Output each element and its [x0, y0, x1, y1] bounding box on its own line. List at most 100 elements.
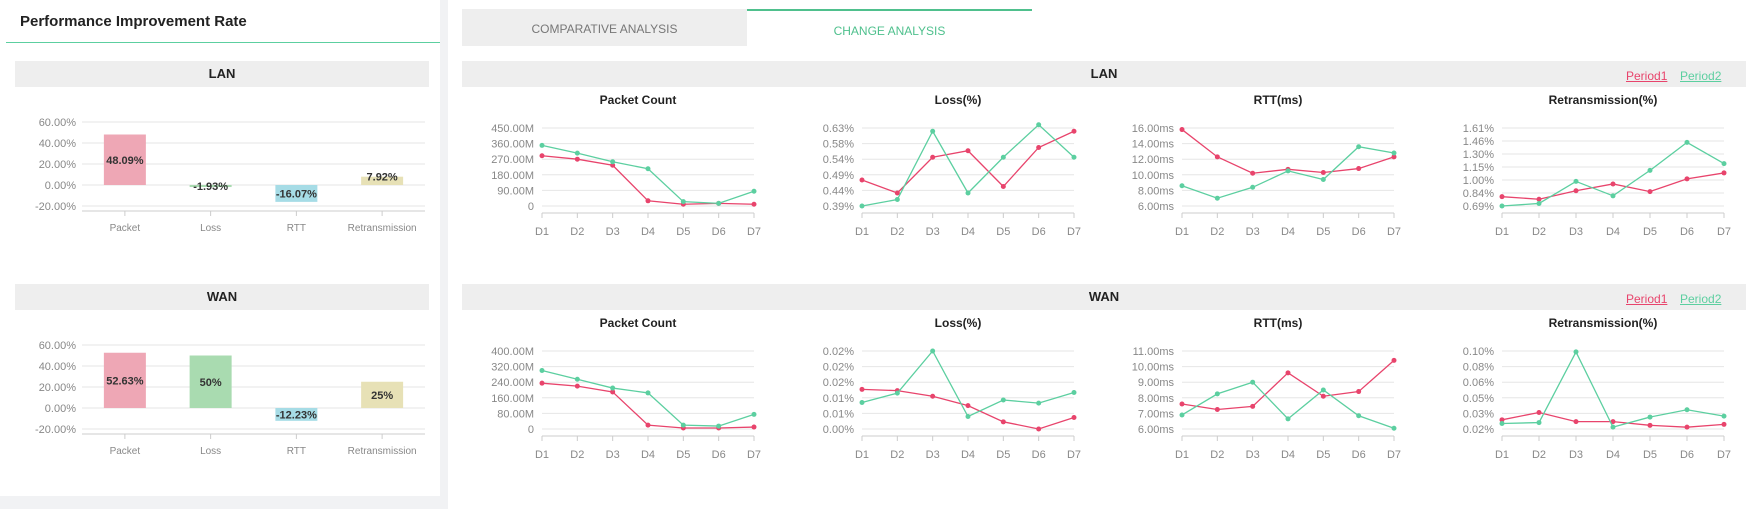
y-tick-label: 1.61% [1463, 123, 1494, 135]
chart-title: Retransmission(%) [1549, 316, 1658, 330]
wan-section-header: WAN [15, 284, 429, 310]
y-tick-label: 0 [528, 424, 534, 436]
x-tick-label: D2 [570, 226, 584, 238]
x-tick-label: D7 [1387, 449, 1401, 461]
y-tick-label: 320.00M [491, 362, 534, 374]
x-tick-label: Packet [110, 223, 141, 234]
series-line-period1 [1181, 129, 1395, 174]
data-point [1000, 397, 1006, 403]
analysis-panel: COMPARATIVE ANALYSIS CHANGE ANALYSIS LAN… [448, 0, 1760, 509]
data-label: 7.92% [367, 172, 398, 184]
chart-title: Packet Count [600, 316, 677, 330]
y-tick-label: 60.00% [39, 118, 77, 129]
lan-legend-period2[interactable]: Period2 [1680, 69, 1722, 83]
y-tick-label: -20.00% [35, 424, 76, 436]
bar-retransmission [361, 381, 404, 408]
data-point [1036, 426, 1042, 432]
data-point [539, 153, 545, 159]
y-tick-label: -20.00% [35, 201, 76, 213]
data-label: 48.09% [106, 155, 144, 167]
y-tick-label: 0.05% [1463, 393, 1494, 405]
data-point [1071, 154, 1077, 160]
data-point [1250, 379, 1256, 385]
tab-comparative-analysis[interactable]: COMPARATIVE ANALYSIS [462, 9, 747, 46]
y-tick-label: 6.00ms [1138, 201, 1175, 213]
x-tick-label: D2 [1210, 226, 1224, 238]
x-tick-label: D2 [570, 449, 584, 461]
data-point [680, 422, 686, 428]
x-tick-label: D5 [1316, 449, 1330, 461]
bar-packet [103, 352, 146, 408]
x-tick-label: D7 [747, 449, 761, 461]
y-tick-label: 240.00M [491, 377, 534, 389]
x-tick-label: D1 [855, 449, 869, 461]
x-tick-label: D2 [890, 226, 904, 238]
data-point [751, 411, 757, 417]
data-point [1356, 166, 1362, 172]
data-point [965, 403, 971, 409]
tab-change-analysis[interactable]: CHANGE ANALYSIS [747, 9, 1032, 46]
x-tick-label: D7 [1387, 226, 1401, 238]
data-point [894, 190, 900, 196]
x-tick-label: D6 [1352, 449, 1366, 461]
data-point [1071, 128, 1077, 134]
x-tick-label: D3 [606, 226, 620, 238]
data-point [1721, 170, 1727, 176]
series-line-period1 [541, 382, 755, 429]
wan-packet-count-chart: Packet Count 400.00M 320.00M 240.00M 160.00M… [491, 316, 761, 461]
data-point [930, 393, 936, 399]
data-point [1647, 189, 1653, 195]
data-point [574, 156, 580, 162]
x-tick-label: D1 [535, 226, 549, 238]
lan-legend-period1[interactable]: Period1 [1626, 69, 1668, 83]
data-point [1391, 357, 1397, 363]
data-point [1721, 413, 1727, 419]
data-point [1499, 417, 1505, 423]
data-point [1000, 419, 1006, 425]
data-point [859, 203, 865, 209]
x-tick-label: D6 [712, 449, 726, 461]
data-point [1684, 407, 1690, 413]
data-point [1071, 389, 1077, 395]
series-line-period1 [861, 388, 1075, 430]
series-line-period1 [1181, 359, 1395, 411]
data-point [1320, 176, 1326, 182]
lan-improvement-bar-chart: 60.00% 40.00% 20.00% 0.00% -20.00% Packet 48.0… [35, 118, 425, 234]
x-tick-label: Retransmission [348, 223, 417, 234]
x-tick-label: D6 [1032, 449, 1046, 461]
y-tick-label: 8.00ms [1138, 393, 1175, 405]
y-tick-label: 7.00ms [1138, 408, 1175, 420]
data-label: 25% [371, 390, 393, 402]
data-point [539, 142, 545, 148]
y-tick-label: 6.00ms [1138, 424, 1175, 436]
y-tick-label: 16.00ms [1132, 123, 1175, 135]
wan-legend-period1[interactable]: Period1 [1626, 292, 1668, 306]
data-point [1536, 420, 1542, 426]
x-tick-label: D2 [890, 449, 904, 461]
x-tick-label: D5 [676, 449, 690, 461]
x-tick-label: D6 [1032, 226, 1046, 238]
data-point [1391, 154, 1397, 160]
data-point [930, 128, 936, 134]
y-tick-label: 0.01% [823, 393, 854, 405]
bar-retransmission [361, 176, 404, 185]
data-point [1610, 193, 1616, 199]
data-point [1179, 401, 1185, 407]
data-point [1250, 170, 1256, 176]
wan-legend-period2[interactable]: Period2 [1680, 292, 1722, 306]
y-tick-label: 0.01% [823, 408, 854, 420]
bar-rtt [275, 185, 318, 202]
data-point [1285, 370, 1291, 376]
lan-section-header: LAN [15, 61, 429, 87]
x-tick-label: D1 [1175, 226, 1189, 238]
data-point [1647, 422, 1653, 428]
x-tick-label: D5 [996, 226, 1010, 238]
y-tick-label: 20.00% [39, 159, 77, 171]
data-point [1320, 169, 1326, 175]
y-tick-label: 40.00% [39, 361, 77, 373]
y-tick-label: 40.00% [39, 138, 77, 150]
x-tick-label: D7 [1717, 449, 1731, 461]
data-point [1536, 200, 1542, 206]
y-tick-label: 0.84% [1463, 188, 1494, 200]
data-point [1214, 391, 1220, 397]
